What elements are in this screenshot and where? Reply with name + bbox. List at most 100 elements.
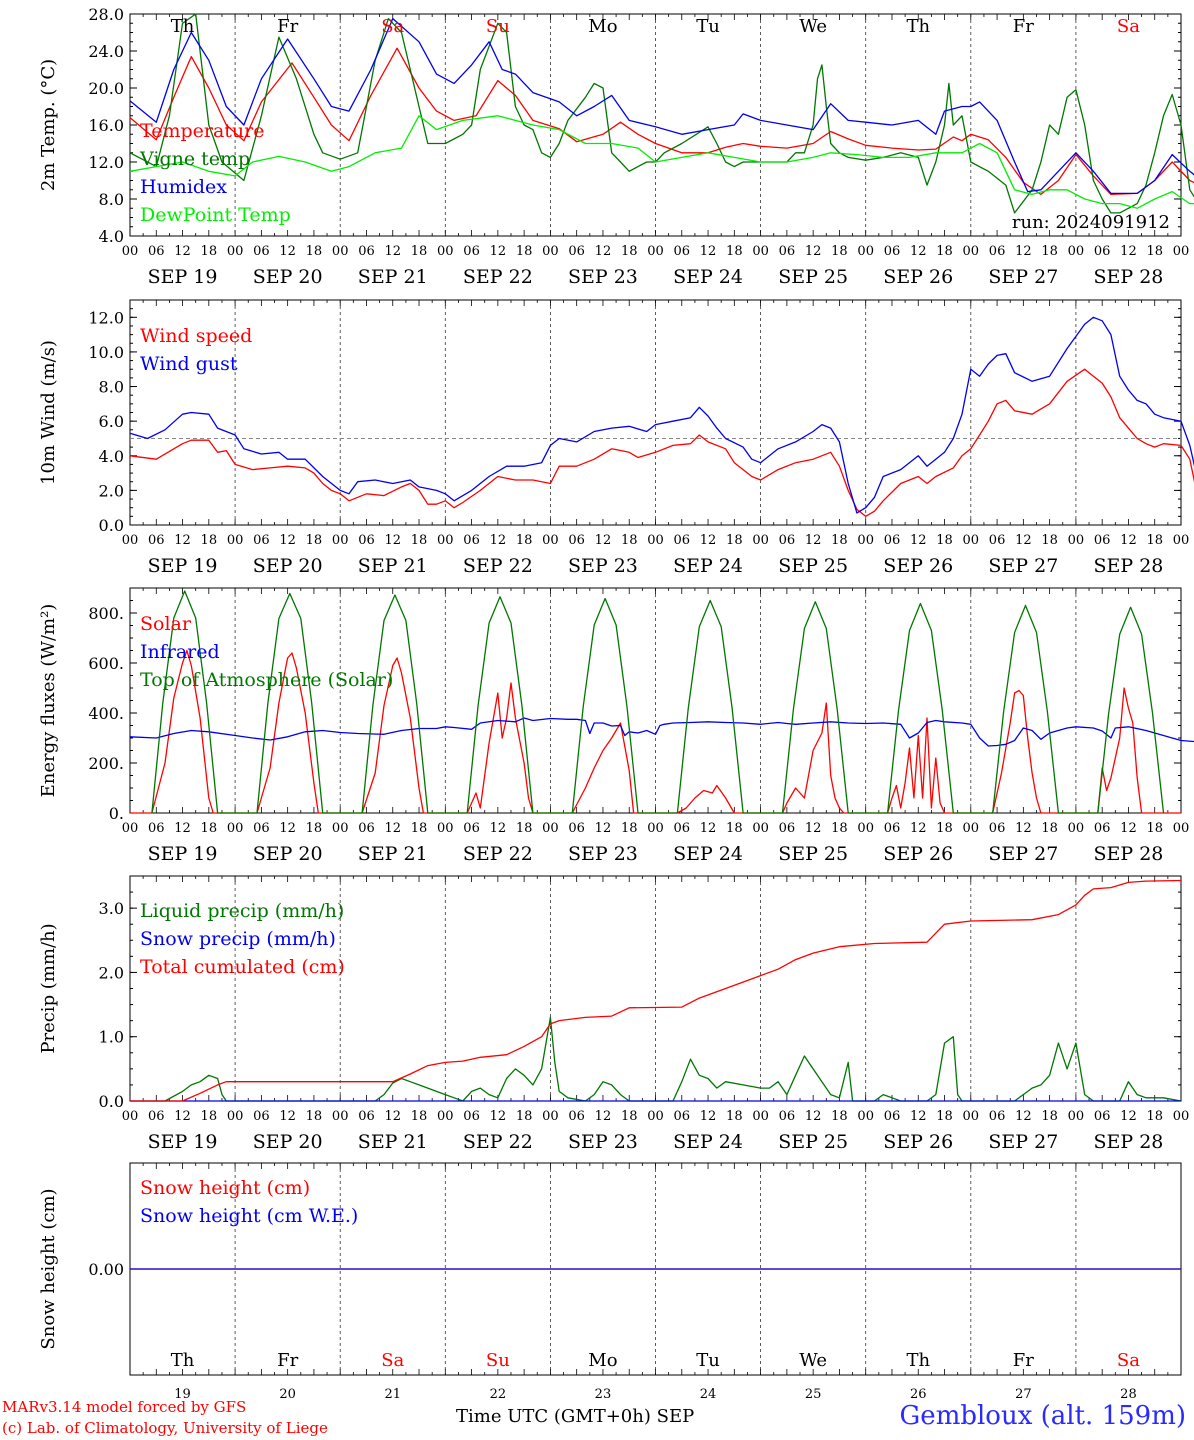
hour-label: 00 — [437, 244, 454, 259]
hour-label: 00 — [963, 821, 980, 836]
hour-label: 00 — [1068, 821, 1085, 836]
date-label: SEP 23 — [568, 555, 638, 577]
hour-label: 06 — [779, 821, 796, 836]
date-label: SEP 25 — [778, 555, 848, 577]
hour-label: 12 — [910, 533, 927, 548]
weekday-label: Su — [486, 1350, 510, 1371]
hour-label: 00 — [1173, 244, 1190, 259]
weekday-label: Th — [171, 16, 195, 37]
y-tick-label: 1.0 — [99, 1028, 124, 1047]
date-label: SEP 27 — [988, 843, 1058, 865]
hour-label: 18 — [831, 533, 848, 548]
hour-label: 06 — [989, 1109, 1006, 1124]
y-tick-label: 3.0 — [99, 899, 124, 918]
y-tick-label: 10.0 — [88, 343, 124, 362]
legend-entry: Temperature — [140, 120, 264, 142]
legend-entry: Top of Atmosphere (Solar) — [140, 669, 393, 691]
y-tick-label: 2.0 — [99, 481, 124, 500]
series-line — [130, 1016, 1182, 1102]
date-label: SEP 22 — [463, 266, 533, 288]
hour-label: 06 — [148, 1109, 165, 1124]
day-number-label: 24 — [700, 1387, 717, 1402]
y-tick-label: 12.0 — [88, 308, 124, 327]
hour-label: 12 — [1120, 1109, 1137, 1124]
hour-label: 18 — [516, 1109, 533, 1124]
panel-3: 0. 200. 400. 600. 800. Energy fluxes (W/m²) So… — [38, 587, 1194, 865]
legend-entry: Snow height (cm) — [140, 1177, 310, 1199]
hour-label: 00 — [1173, 533, 1190, 548]
hour-label: 06 — [989, 533, 1006, 548]
hour-label: 06 — [1094, 1109, 1111, 1124]
y-tick-label: 12.0 — [88, 153, 124, 172]
panel-4: 0.0 1.0 2.0 3.0 Precip (mm/h) Liquid precip (… — [38, 875, 1189, 1153]
hour-label: 00 — [332, 533, 349, 548]
hour-label: 18 — [936, 1109, 953, 1124]
x-axis-month: SEP — [656, 1406, 695, 1427]
hour-label: 12 — [279, 244, 296, 259]
legend-entry: Solar — [140, 613, 192, 635]
date-label: SEP 19 — [148, 1131, 218, 1153]
hour-label: 12 — [279, 821, 296, 836]
legend-entry: Vigne temp — [139, 148, 250, 170]
hour-label: 18 — [411, 244, 428, 259]
date-label: SEP 27 — [988, 555, 1058, 577]
y-tick-label: 28.0 — [88, 5, 124, 24]
hour-label: 12 — [490, 244, 507, 259]
hour-label: 06 — [358, 1109, 375, 1124]
hour-label: 12 — [1120, 533, 1137, 548]
date-label: SEP 20 — [253, 843, 323, 865]
date-label: SEP 20 — [253, 266, 323, 288]
hour-label: 06 — [779, 244, 796, 259]
legend-entry: Snow precip (mm/h) — [140, 928, 336, 950]
date-label: SEP 24 — [673, 555, 743, 577]
day-number-label: 26 — [910, 1387, 927, 1402]
date-label: SEP 26 — [883, 1131, 953, 1153]
y-tick-label: 20.0 — [88, 79, 124, 98]
weekday-label: Fr — [277, 16, 298, 37]
hour-label: 18 — [1146, 821, 1163, 836]
hour-label: 12 — [490, 1109, 507, 1124]
date-label: SEP 20 — [253, 555, 323, 577]
hour-label: 12 — [384, 244, 401, 259]
legend-entry: Snow height (cm W.E.) — [140, 1205, 358, 1227]
hour-label: 00 — [227, 244, 244, 259]
hour-label: 06 — [884, 533, 901, 548]
hour-label: 12 — [174, 244, 191, 259]
y-tick-label: 24.0 — [88, 42, 124, 61]
date-label: SEP 25 — [778, 843, 848, 865]
hour-label: 12 — [1120, 821, 1137, 836]
legend-entry: Wind speed — [140, 325, 252, 347]
series-line — [129, 368, 1194, 517]
day-number-label: 21 — [384, 1387, 401, 1402]
hour-label: 18 — [831, 821, 848, 836]
day-number-label: 23 — [595, 1387, 612, 1402]
hour-label: 18 — [831, 244, 848, 259]
hour-label: 12 — [700, 1109, 717, 1124]
date-label: SEP 19 — [148, 266, 218, 288]
date-label: SEP 20 — [253, 1131, 323, 1153]
panel-1: 4.0 8.0 12.0 16.0 20.0 24.0 28.0 2m Temp. (°C) T… — [38, 5, 1194, 288]
y-tick-label: 0.0 — [99, 516, 124, 535]
series-line — [130, 879, 1182, 1102]
series-line — [151, 590, 1165, 814]
legend-entry: Total cumulated (cm) — [140, 956, 345, 978]
hour-label: 12 — [1015, 244, 1032, 259]
y-tick-label: 800. — [88, 604, 124, 623]
date-label: SEP 23 — [568, 843, 638, 865]
weekday-label: Tu — [696, 1350, 720, 1371]
y-tick-label: 0.0 — [99, 1092, 124, 1111]
hour-label: 06 — [989, 244, 1006, 259]
y-tick-label: 2.0 — [99, 963, 124, 982]
hour-label: 18 — [201, 821, 218, 836]
hour-label: 06 — [148, 821, 165, 836]
hour-label: 06 — [253, 244, 270, 259]
hour-label: 00 — [647, 533, 664, 548]
hour-label: 18 — [1146, 1109, 1163, 1124]
hour-label: 06 — [568, 533, 585, 548]
date-label: SEP 26 — [883, 555, 953, 577]
weekday-label: Sa — [381, 16, 404, 37]
hour-label: 12 — [1015, 533, 1032, 548]
hour-label: 12 — [700, 244, 717, 259]
hour-label: 00 — [227, 1109, 244, 1124]
